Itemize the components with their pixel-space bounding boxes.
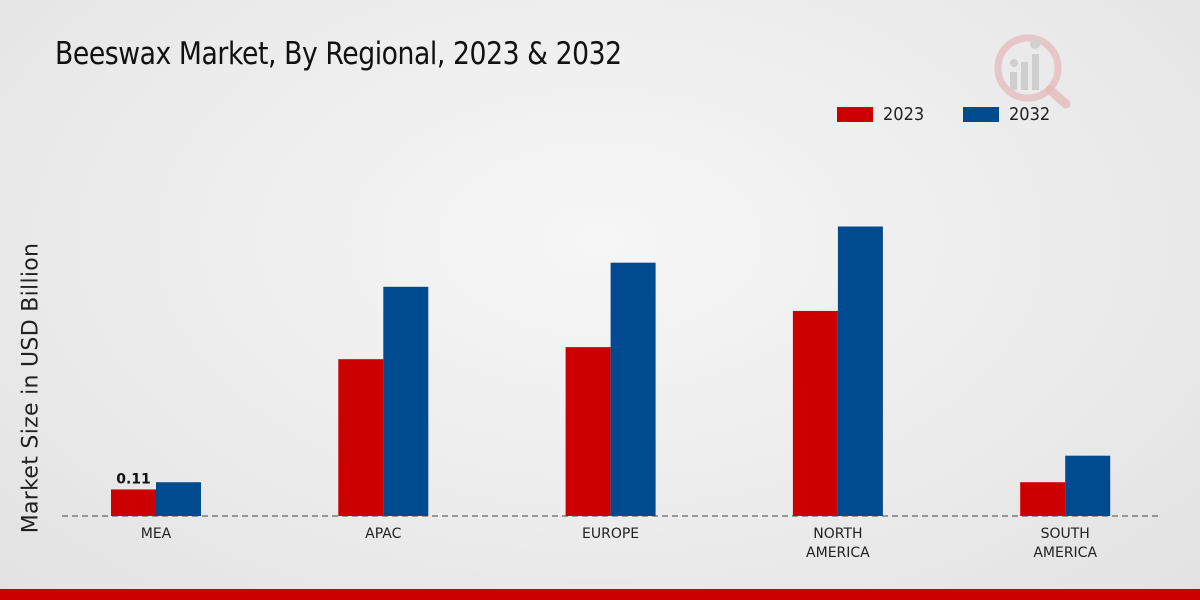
chart-title: Beeswax Market, By Regional, 2023 & 2032 (55, 36, 622, 72)
x-tick-label-1: APAC (365, 526, 401, 542)
bar-2023-1 (338, 359, 384, 516)
legend-item-2023: 2023 (837, 104, 929, 125)
bar-2023-3 (792, 310, 838, 516)
legend-label-2032: 2032 (1008, 104, 1051, 125)
x-tick-label-2: EUROPE (582, 526, 639, 542)
bar-2023-0 (111, 489, 156, 516)
bottom-accent-bar (0, 589, 1200, 600)
legend-label-2023: 2023 (883, 104, 925, 125)
x-tick-label-3: NORTH AMERICA (806, 526, 870, 561)
bar-2032-2 (610, 262, 656, 516)
brand-logo-icon (994, 34, 1071, 109)
bar-2032-1 (383, 286, 429, 516)
legend-item-2032: 2032 (962, 104, 1055, 125)
legend-swatch-2023 (837, 107, 873, 122)
bar-2023-2 (565, 347, 611, 516)
bar-2032-4 (1065, 455, 1111, 516)
legend-swatch-2032 (962, 107, 999, 122)
bar-2032-3 (837, 226, 883, 516)
legend: 2023 2032 (837, 104, 1089, 125)
data-label-0: 0.11 (116, 471, 151, 487)
x-tick-label-4: SOUTH AMERICA (1033, 526, 1097, 561)
x-tick-label-0: MEA (141, 526, 172, 542)
bar-2023-4 (1020, 482, 1066, 516)
bar-2032-0 (156, 482, 201, 516)
